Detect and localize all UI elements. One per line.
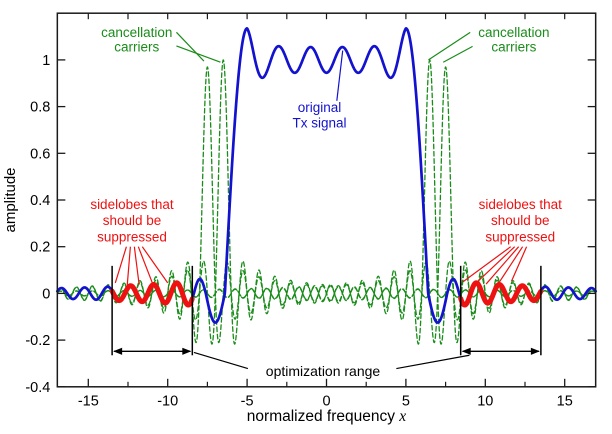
y-axis-title: amplitude [2, 167, 19, 232]
sidelobes-label-right-leader [474, 246, 516, 285]
sidelobes-label-left-leader [114, 246, 127, 284]
original-tx-signal: original Tx signal [292, 100, 346, 131]
y-tick-label: 0 [42, 286, 50, 302]
sidelobes-left-curve [109, 280, 195, 308]
sidelobes-label-left-leader [137, 246, 154, 286]
cancellation-carriers-right-leader [442, 45, 473, 63]
arrowhead-right-icon [182, 347, 192, 355]
y-tick-label: -0.2 [25, 333, 50, 349]
cancellation-carriers-left: cancellation carriers [101, 25, 172, 54]
x-tick-label: -10 [157, 393, 178, 409]
arrowhead-left-icon [461, 347, 471, 355]
y-tick-label: 0.6 [30, 146, 50, 162]
y-tick-label: 0.8 [30, 100, 50, 116]
y-tick-label: 0.2 [30, 240, 50, 256]
original-tx-signal-leader [336, 50, 344, 101]
cancellation-carriers-left-leader [176, 45, 221, 63]
x-axis-title: normalized frequency x [247, 408, 407, 425]
arrowhead-left-icon [113, 347, 123, 355]
y-tick-label: 1 [42, 53, 50, 69]
y-tick-label: -0.4 [25, 380, 50, 396]
x-tick-label: -5 [241, 393, 254, 409]
cancellation-carriers-right: cancellation carriers [478, 25, 549, 54]
sidelobes-label-right: sidelobes that should be suppressed [479, 197, 563, 244]
optimization-range-label: optimization range [266, 363, 381, 379]
x-tick-label: 15 [557, 393, 573, 409]
sidelobes-label-left-leader [126, 246, 131, 286]
sidelobes-label-right-leader [498, 246, 524, 284]
sidelobes-label-left-leader [133, 246, 140, 285]
cancellation-carriers-right-leader [428, 31, 471, 61]
sidelobes-right-curve [458, 280, 544, 308]
sidelobes-label-left-leader [141, 246, 169, 284]
optimization-range-label-leader [193, 351, 249, 370]
x-tick-label: -15 [78, 393, 99, 409]
arrowhead-right-icon [530, 347, 540, 355]
sidelobes-label-left: sidelobes that should be suppressed [90, 197, 174, 244]
x-tick-label: 5 [402, 393, 410, 409]
x-tick-label: 10 [477, 393, 493, 409]
optimization-range-label-leader [396, 354, 470, 370]
x-tick-label: 0 [322, 393, 330, 409]
cancellation-carriers-left-leader [176, 31, 205, 62]
sidelobes-label-right-leader [462, 246, 512, 283]
sidelobes-label-right-leader [510, 246, 528, 282]
sidelobes-label-right-leader [485, 246, 520, 285]
y-tick-label: 0.4 [30, 193, 50, 209]
